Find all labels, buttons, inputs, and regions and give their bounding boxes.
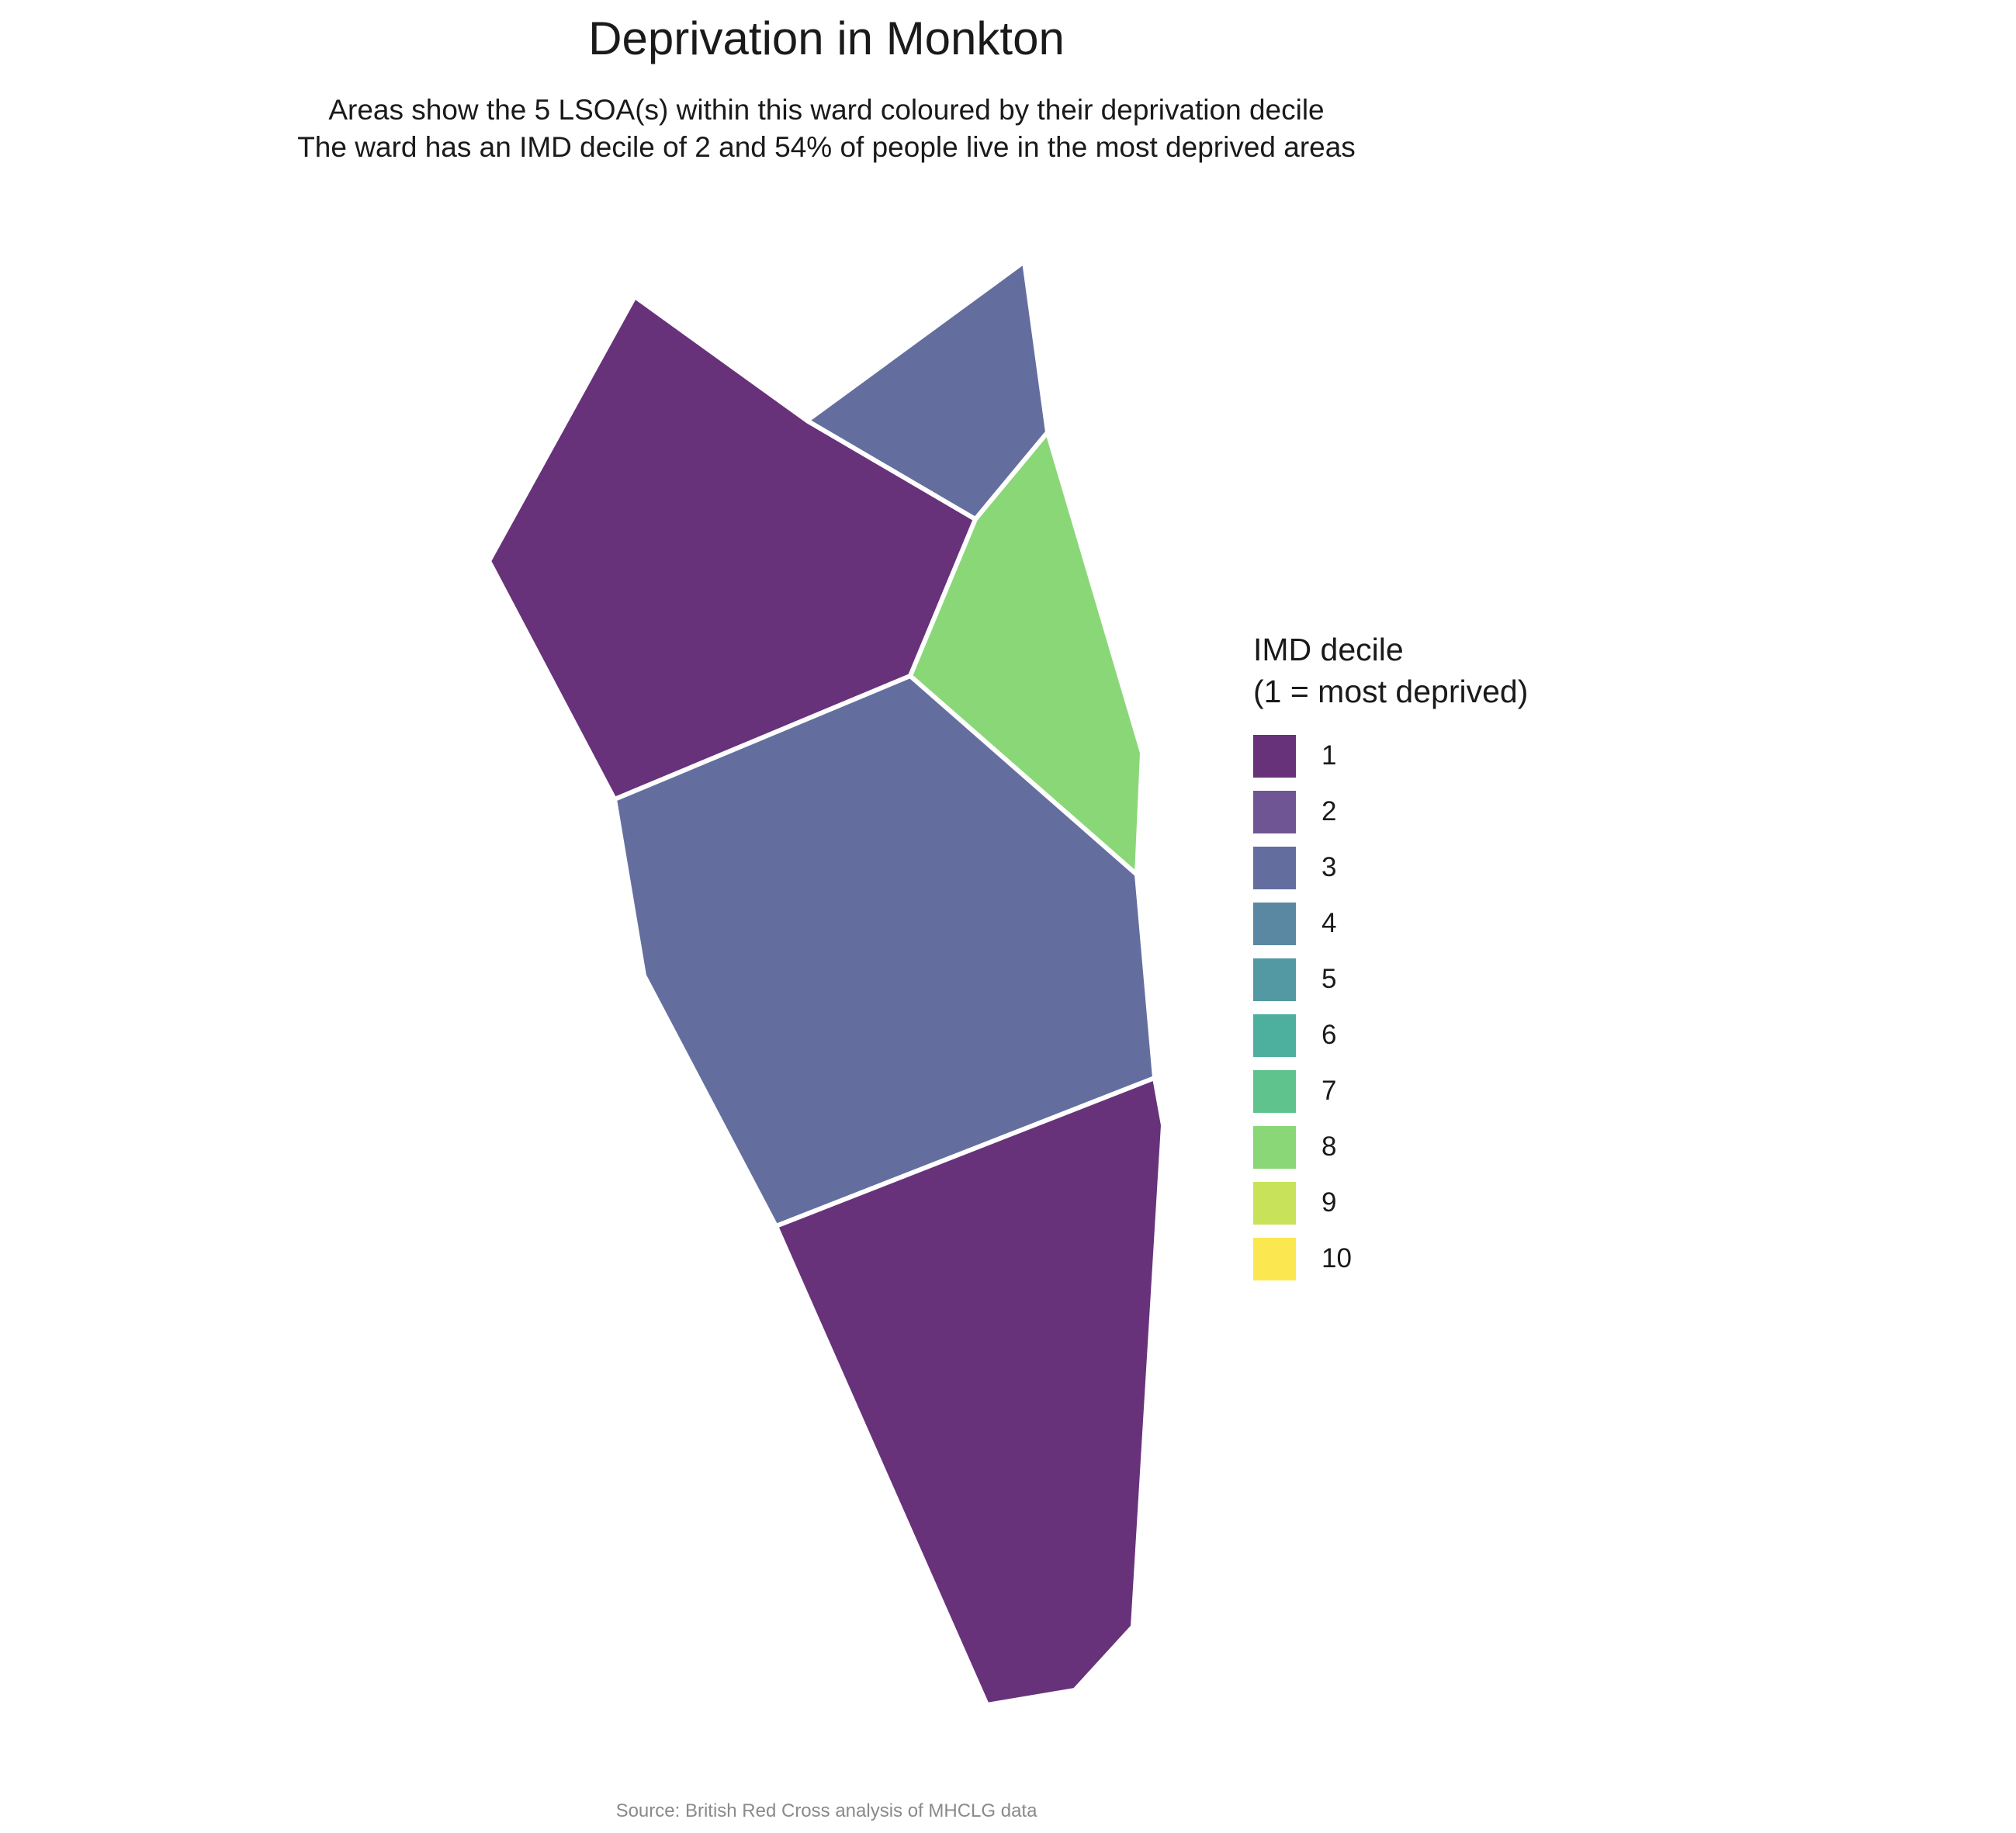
legend-title: IMD decile (1 = most deprived) — [1253, 629, 1528, 712]
legend-swatch — [1253, 1014, 1296, 1057]
legend-label: 3 — [1321, 852, 1337, 882]
legend-swatch — [1253, 734, 1296, 778]
legend-label: 7 — [1321, 1076, 1337, 1106]
legend-swatch — [1253, 902, 1296, 945]
map-subtitle: Areas show the 5 LSOA(s) within this war… — [0, 92, 1653, 166]
legend-item: 2 — [1253, 784, 1528, 840]
legend-swatch — [1253, 790, 1296, 833]
subtitle-line-2: The ward has an IMD decile of 2 and 54% … — [297, 131, 1356, 163]
map-title: Deprivation in Monkton — [588, 12, 1065, 64]
legend: IMD decile (1 = most deprived) 1 2 3 4 5 6 7 8 9… — [1253, 629, 1528, 1287]
legend-item: 10 — [1253, 1231, 1528, 1287]
legend-swatch — [1253, 958, 1296, 1001]
legend-label: 5 — [1321, 964, 1337, 994]
legend-label: 9 — [1321, 1187, 1337, 1218]
legend-swatch — [1253, 1181, 1296, 1225]
legend-item: 9 — [1253, 1175, 1528, 1231]
legend-item: 5 — [1253, 951, 1528, 1007]
legend-item: 7 — [1253, 1063, 1528, 1119]
legend-label: 4 — [1321, 908, 1337, 938]
legend-items: 1 2 3 4 5 6 7 8 9 10 — [1253, 728, 1528, 1287]
legend-title-line-2: (1 = most deprived) — [1253, 674, 1529, 709]
legend-swatch — [1253, 846, 1296, 889]
legend-item: 4 — [1253, 896, 1528, 951]
legend-title-line-1: IMD decile — [1253, 632, 1404, 667]
subtitle-line-1: Areas show the 5 LSOA(s) within this war… — [328, 94, 1325, 126]
legend-item: 8 — [1253, 1119, 1528, 1175]
legend-label: 8 — [1321, 1131, 1337, 1162]
lsoa-areas — [487, 259, 1166, 1707]
lsoa-area — [774, 1076, 1166, 1707]
legend-swatch — [1253, 1125, 1296, 1169]
legend-swatch — [1253, 1237, 1296, 1280]
legend-label: 2 — [1321, 796, 1337, 826]
legend-label: 10 — [1321, 1243, 1352, 1273]
source-caption: Source: British Red Cross analysis of MH… — [615, 1800, 1037, 1821]
legend-label: 6 — [1321, 1020, 1337, 1050]
legend-item: 3 — [1253, 840, 1528, 896]
legend-item: 6 — [1253, 1007, 1528, 1063]
legend-label: 1 — [1321, 740, 1337, 771]
legend-item: 1 — [1253, 728, 1528, 784]
legend-swatch — [1253, 1069, 1296, 1113]
